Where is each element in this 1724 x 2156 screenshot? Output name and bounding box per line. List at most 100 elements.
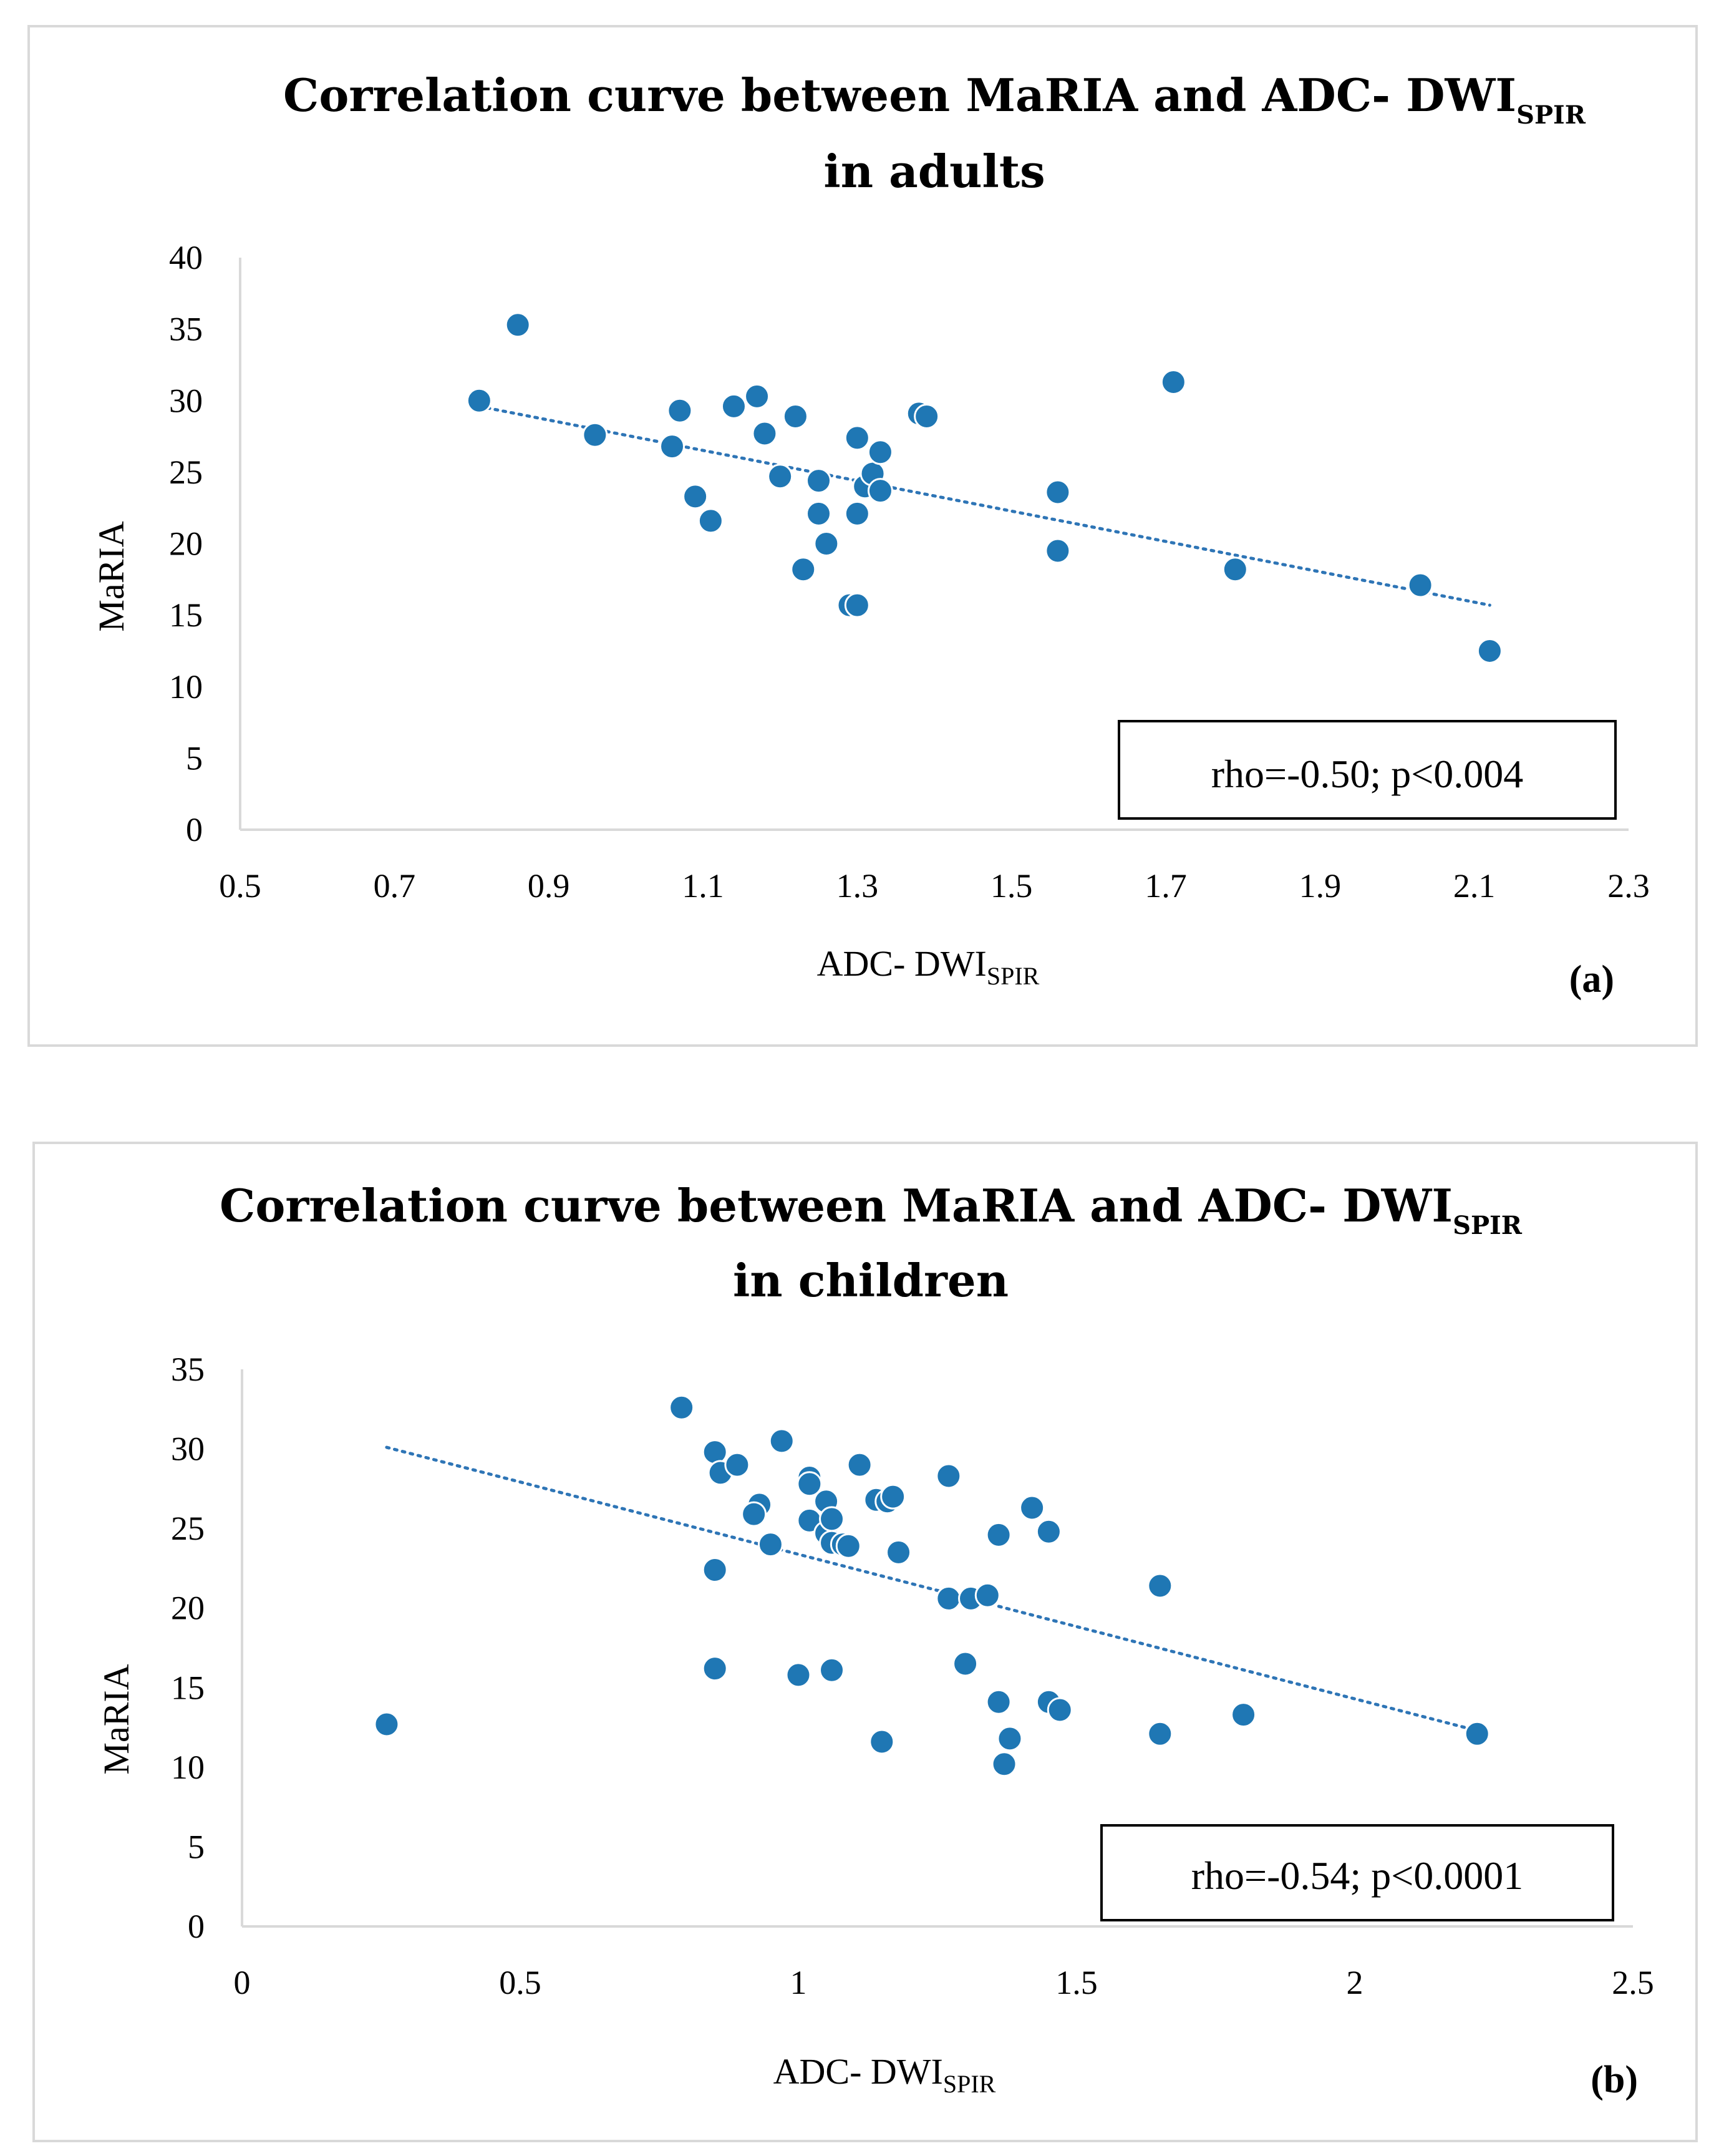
y-tick-label: 5: [186, 739, 203, 777]
data-point: [1160, 369, 1186, 395]
data-point: [724, 1452, 750, 1478]
y-tick-label: 25: [171, 1510, 205, 1547]
x-tick-label: 1.7: [1145, 867, 1187, 905]
data-point: [782, 403, 808, 429]
y-tick-label: 40: [169, 239, 203, 276]
chart-title-line1: Correlation curve between MaRIA and ADC-…: [283, 69, 1586, 130]
data-point: [844, 500, 870, 527]
y-tick-label: 30: [171, 1430, 205, 1468]
y-tick-label: 30: [169, 382, 203, 419]
data-point: [374, 1711, 400, 1737]
y-axis-label: MaRIA: [91, 521, 132, 631]
data-point: [667, 397, 693, 424]
data-point: [844, 425, 870, 451]
data-point: [936, 1463, 962, 1489]
axes-group: [241, 1369, 1633, 1928]
scatter-chart-adults: Correlation curve between MaRIA and ADC-…: [91, 69, 1650, 1001]
data-point: [757, 1532, 783, 1558]
data-point: [744, 383, 770, 409]
x-tick-label: 1.1: [682, 867, 724, 905]
data-point: [819, 1506, 845, 1532]
data-point: [1476, 638, 1503, 664]
data-point: [936, 1585, 962, 1611]
tick-labels-group: 0 5 10 15 20 25 30 35 40 0.5 0.7 0.9 1.1 1.3 1.5 1.7 1.9…: [169, 239, 1650, 905]
y-tick-label: 35: [169, 311, 203, 348]
data-point: [1147, 1573, 1173, 1599]
y-tick-label: 20: [169, 525, 203, 563]
data-point: [1045, 538, 1071, 564]
y-tick-label: 20: [171, 1590, 205, 1627]
panel-label: (b): [1591, 2059, 1638, 2101]
y-tick-label: 0: [186, 811, 203, 848]
tick-labels-group: 0 5 10 15 20 25 30 35 0 0.5 1 1.5 2 2.5: [171, 1351, 1654, 2001]
y-tick-label: 15: [169, 596, 203, 634]
data-point: [741, 1501, 767, 1527]
data-point: [785, 1662, 811, 1688]
data-point: [1407, 572, 1433, 598]
y-tick-label: 10: [169, 668, 203, 706]
y-tick-label: 5: [188, 1828, 205, 1865]
data-point: [806, 500, 831, 527]
scatter-chart-children: Correlation curve between MaRIA and ADC-…: [96, 1179, 1654, 2101]
annotation-box: [1118, 720, 1617, 820]
x-tick-label: 1.5: [1055, 1964, 1098, 2001]
x-tick-label: 2.5: [1612, 1964, 1654, 2001]
data-point: [1222, 556, 1248, 583]
data-point: [1047, 1697, 1073, 1723]
trendline: [477, 404, 1491, 607]
data-point: [1019, 1495, 1045, 1521]
y-tick-label: 35: [171, 1351, 205, 1388]
x-tick-label: 0.9: [528, 867, 570, 905]
annotation-text: rho=-0.50; p<0.004: [1211, 752, 1524, 796]
trendline: [385, 1445, 1479, 1732]
data-point: [867, 478, 893, 504]
x-axis-label: ADC- DWISPIR: [773, 2051, 996, 2098]
x-tick-label: 0.5: [499, 1964, 541, 2001]
data-point: [790, 556, 816, 583]
data-point: [867, 439, 893, 465]
x-tick-label: 1.3: [836, 867, 879, 905]
data-point: [886, 1539, 912, 1565]
x-tick-label: 2: [1347, 1964, 1363, 2001]
data-point: [582, 422, 608, 448]
x-tick-label: 1.9: [1299, 867, 1342, 905]
data-point: [466, 387, 492, 414]
chart-panel-b: Correlation curve between MaRIA and ADC-…: [32, 1142, 1698, 2142]
data-point: [974, 1582, 1000, 1608]
data-point: [1045, 479, 1071, 505]
panel-label: (a): [1569, 958, 1614, 1001]
data-point: [869, 1729, 895, 1755]
data-point: [985, 1522, 1012, 1548]
data-point: [752, 420, 778, 447]
data-point: [1231, 1702, 1257, 1728]
data-point: [682, 483, 709, 510]
y-tick-label: 15: [171, 1669, 205, 1706]
data-point: [997, 1726, 1023, 1752]
data-point: [991, 1751, 1017, 1777]
y-tick-label: 25: [169, 454, 203, 491]
annotation-box: [1100, 1824, 1614, 1921]
data-point: [505, 312, 531, 338]
data-point: [669, 1394, 695, 1420]
data-point: [797, 1471, 823, 1497]
chart-title-line2: in adults: [823, 145, 1045, 198]
chart-panel-a: Correlation curve between MaRIA and ADC-…: [27, 25, 1698, 1047]
data-point: [806, 468, 831, 494]
data-point: [952, 1651, 979, 1677]
chart-title-line1: Correlation curve between MaRIA and ADC-…: [220, 1179, 1523, 1240]
data-points-group: [374, 1394, 1490, 1777]
data-point: [1147, 1721, 1173, 1747]
data-point: [1035, 1518, 1062, 1545]
data-point: [720, 393, 747, 419]
x-tick-label: 0.5: [219, 867, 261, 905]
axes-group: [239, 258, 1629, 831]
y-tick-label: 10: [171, 1749, 205, 1786]
data-point: [835, 1533, 861, 1559]
data-point: [819, 1657, 845, 1683]
data-point: [702, 1656, 728, 1682]
data-points-group: [466, 312, 1503, 664]
annotation-text: rho=-0.54; p<0.0001: [1191, 1853, 1524, 1898]
chart-title-line2: in children: [733, 1254, 1009, 1307]
data-point: [697, 508, 724, 534]
x-tick-label: 1: [790, 1964, 807, 2001]
